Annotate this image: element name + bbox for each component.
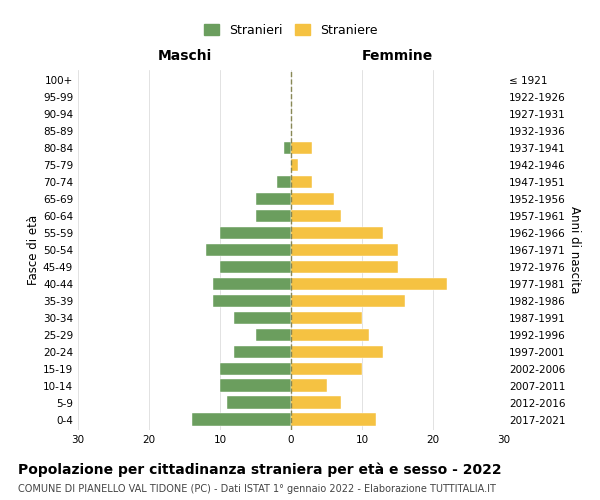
Bar	[291, 176, 313, 188]
Bar	[256, 210, 291, 222]
Bar	[277, 176, 291, 188]
Bar	[291, 362, 362, 375]
Bar	[291, 244, 398, 256]
Bar	[291, 142, 313, 154]
Text: Femmine: Femmine	[362, 49, 433, 63]
Y-axis label: Fasce di età: Fasce di età	[27, 215, 40, 285]
Bar	[256, 192, 291, 205]
Bar	[291, 192, 334, 205]
Bar	[227, 396, 291, 409]
Bar	[291, 346, 383, 358]
Bar	[291, 210, 341, 222]
Text: COMUNE DI PIANELLO VAL TIDONE (PC) - Dati ISTAT 1° gennaio 2022 - Elaborazione T: COMUNE DI PIANELLO VAL TIDONE (PC) - Dat…	[18, 484, 496, 494]
Bar	[220, 362, 291, 375]
Bar	[291, 294, 404, 308]
Bar	[220, 226, 291, 239]
Bar	[206, 244, 291, 256]
Bar	[284, 142, 291, 154]
Bar	[234, 312, 291, 324]
Bar	[291, 328, 369, 342]
Bar	[291, 414, 376, 426]
Bar	[220, 260, 291, 274]
Bar	[291, 312, 362, 324]
Bar	[191, 414, 291, 426]
Bar	[291, 380, 326, 392]
Bar	[291, 158, 298, 172]
Bar	[291, 226, 383, 239]
Bar	[220, 380, 291, 392]
Bar	[213, 294, 291, 308]
Legend: Stranieri, Straniere: Stranieri, Straniere	[199, 18, 383, 42]
Text: Maschi: Maschi	[157, 49, 212, 63]
Bar	[291, 396, 341, 409]
Text: Popolazione per cittadinanza straniera per età e sesso - 2022: Popolazione per cittadinanza straniera p…	[18, 462, 502, 477]
Bar	[291, 260, 398, 274]
Bar	[291, 278, 447, 290]
Bar	[234, 346, 291, 358]
Bar	[213, 278, 291, 290]
Y-axis label: Anni di nascita: Anni di nascita	[568, 206, 581, 294]
Bar	[256, 328, 291, 342]
